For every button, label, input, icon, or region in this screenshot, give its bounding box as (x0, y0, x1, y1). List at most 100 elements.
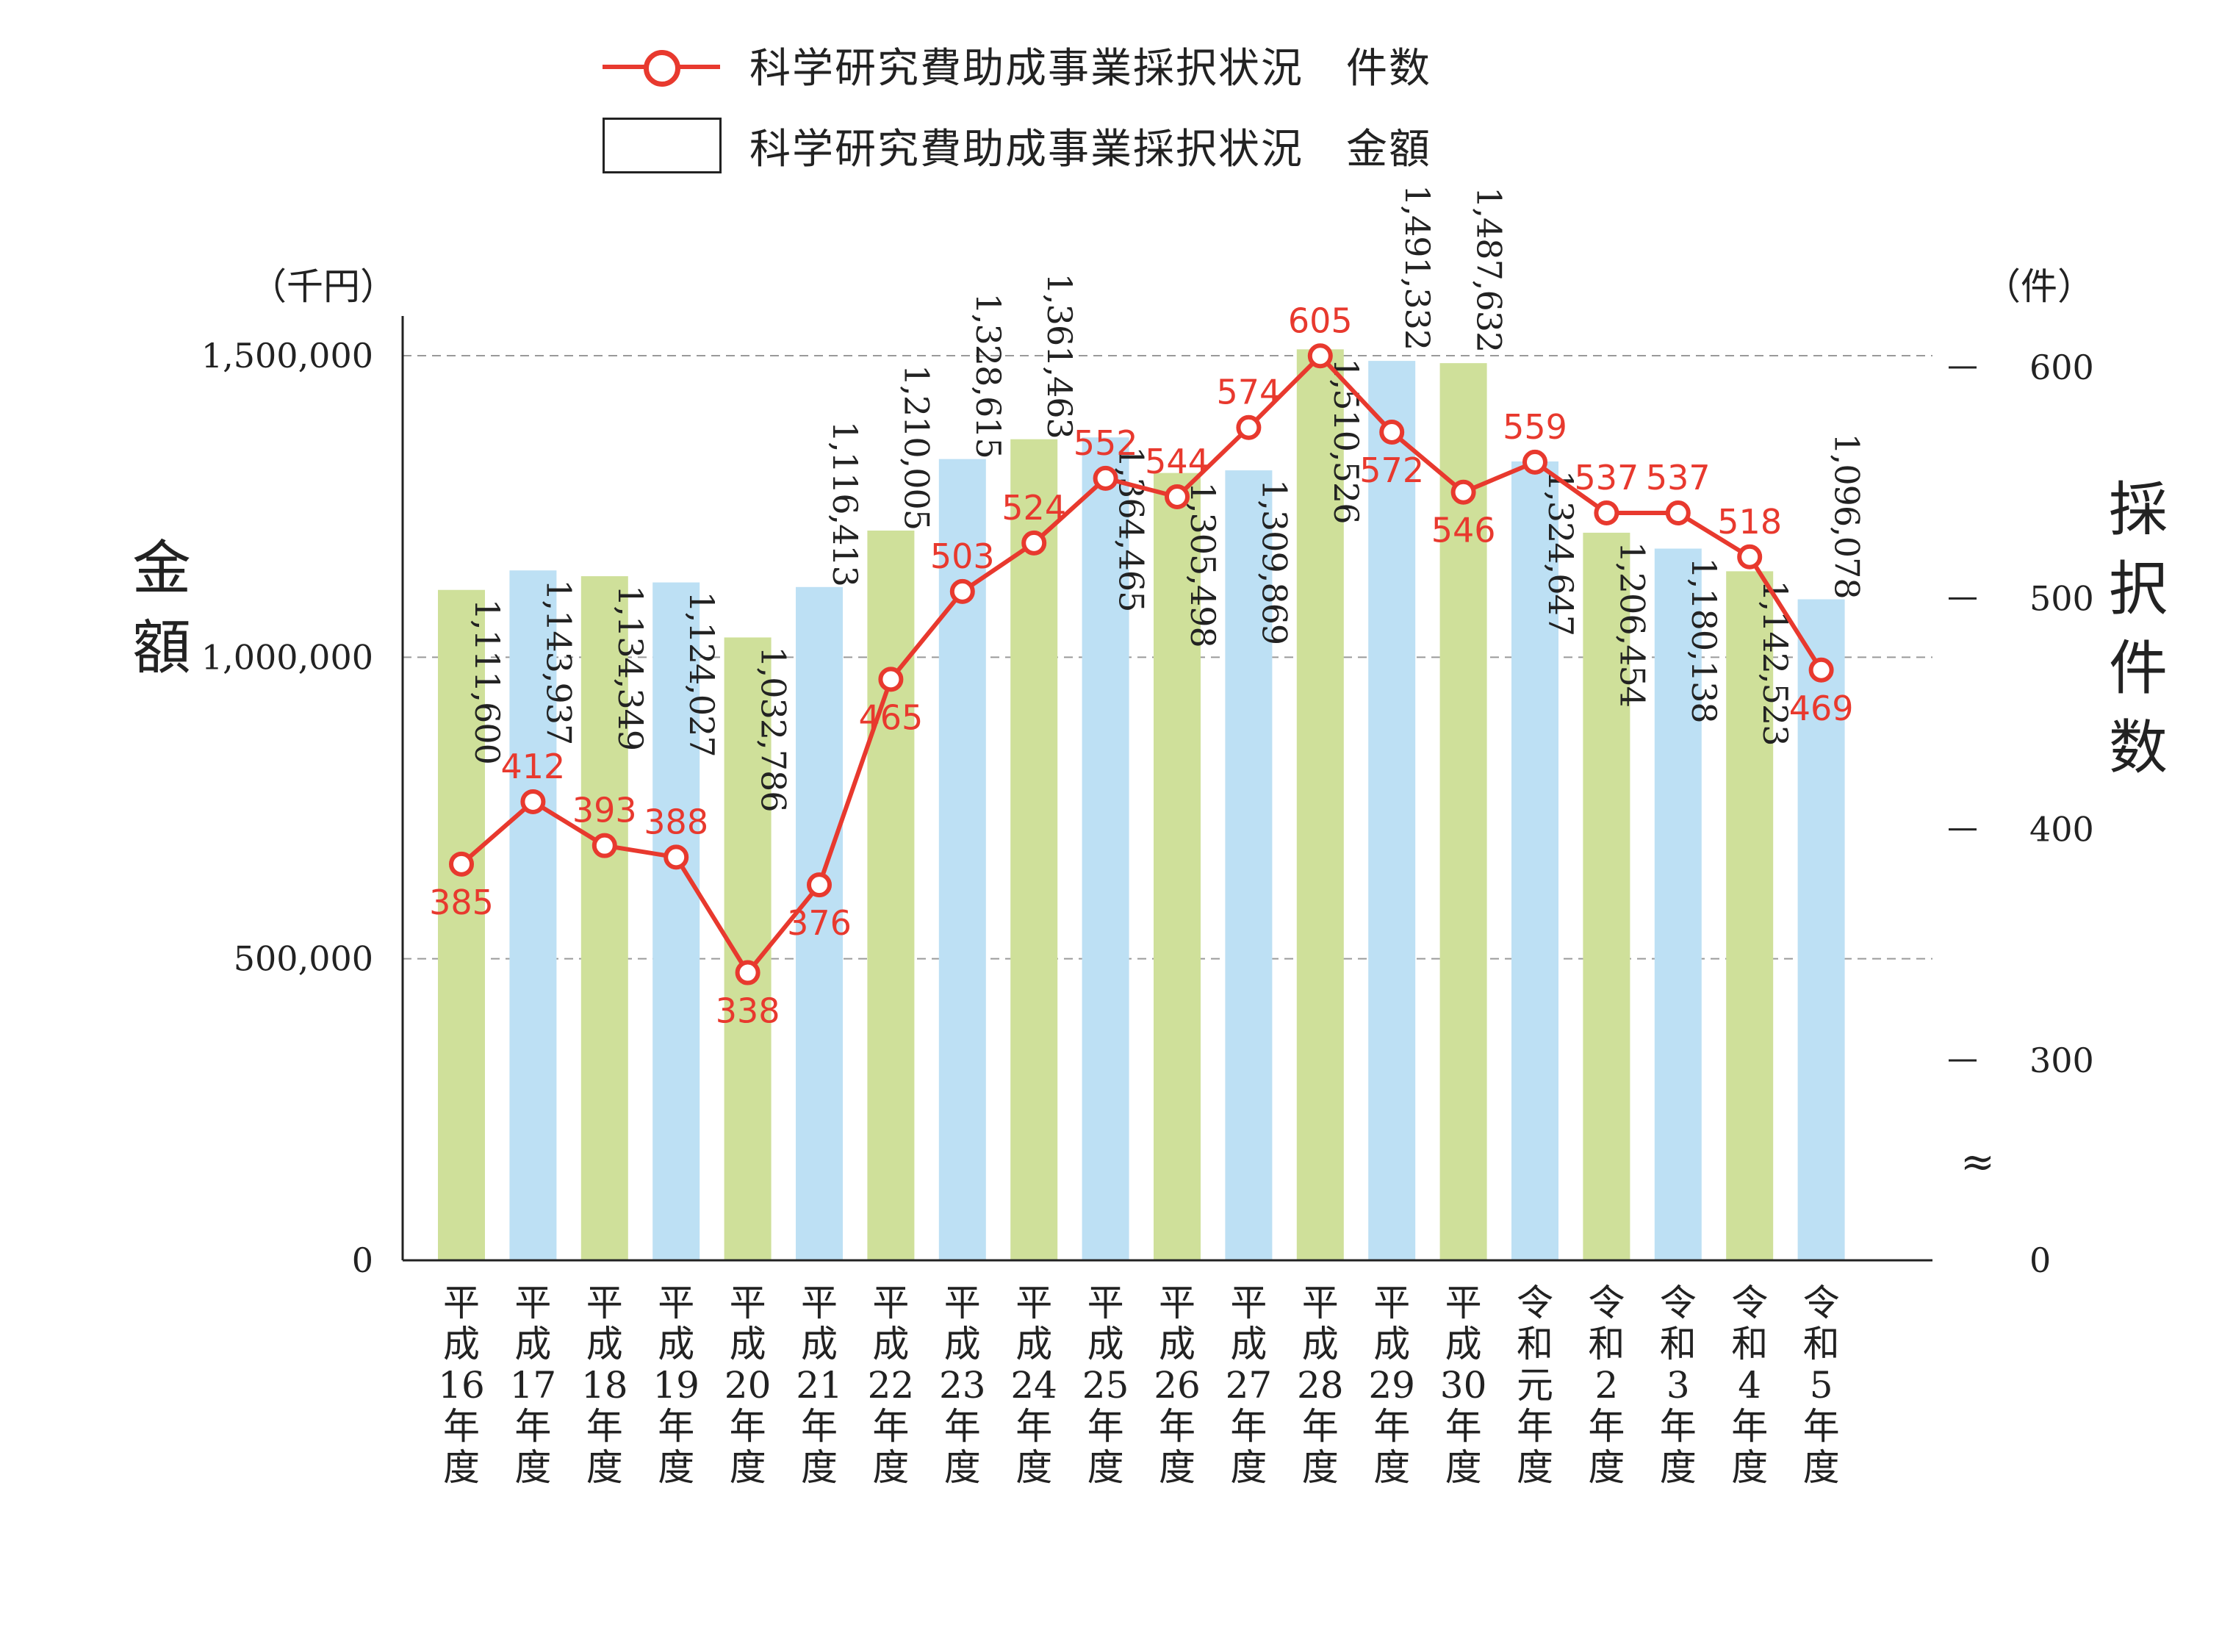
x-tick-label-part: 令 (1660, 1282, 1697, 1324)
count-marker (1450, 479, 1476, 505)
bar-value-label: 1,142,523 (1755, 580, 1795, 745)
x-tick-label-part: 年 (1731, 1405, 1768, 1448)
count-label: 559 (1503, 407, 1567, 447)
bar (1296, 349, 1344, 1260)
x-tick-label-part: 年 (730, 1405, 766, 1448)
bar-value-label: 1,305,498 (1183, 482, 1223, 647)
count-marker (1165, 484, 1190, 510)
x-tick-label-part: 年 (1302, 1405, 1339, 1448)
x-tick-label-part: 年 (1373, 1405, 1410, 1448)
right-axis-unit: （件） (1984, 265, 2094, 308)
x-tick-label-part: 年 (658, 1405, 694, 1448)
x-tick-label-part: 度 (730, 1446, 766, 1489)
x-tick-label-part: 度 (1588, 1446, 1625, 1489)
x-tick-label-part: 平 (1087, 1282, 1124, 1324)
x-tick-label-part: 成 (514, 1323, 551, 1365)
x-tick-label-part: 度 (658, 1446, 694, 1489)
count-label: 546 (1431, 511, 1496, 550)
x-tick-label-part: 平 (1015, 1282, 1052, 1324)
bar (1583, 532, 1630, 1260)
x-tick-label-part: 19 (652, 1364, 700, 1407)
bar-value-label: 1,491,332 (1398, 184, 1437, 350)
x-tick-label-part: 度 (1302, 1446, 1339, 1489)
x-tick-label-part: 25 (1082, 1364, 1129, 1407)
x-tick-label-part: 和 (1588, 1323, 1625, 1365)
x-tick-label-part: 年 (1015, 1405, 1052, 1448)
x-tick-label-part: 年 (944, 1405, 981, 1448)
x-tick-label-part: 成 (872, 1323, 909, 1365)
x-tick-label-part: 度 (872, 1446, 909, 1489)
x-tick-label-part: 平 (1445, 1282, 1482, 1324)
bar (652, 582, 700, 1260)
x-tick-label-part: 度 (514, 1446, 551, 1489)
x-tick-label-part: 平 (1159, 1282, 1195, 1324)
bar-value-label: 1,143,937 (539, 579, 578, 744)
bar-value-label: 1,324,647 (1541, 470, 1581, 636)
count-marker (735, 960, 760, 985)
x-tick-label-part: 度 (1159, 1446, 1195, 1489)
left-axis-unit: （千円） (250, 265, 397, 308)
right-axis-title: 採択件数 (2109, 475, 2168, 782)
x-tick-label-part: 和 (1660, 1323, 1697, 1365)
count-label: 574 (1216, 373, 1281, 412)
count-marker (1307, 343, 1333, 369)
x-tick-label-part: 度 (443, 1446, 480, 1489)
x-tick-label-part: 29 (1368, 1364, 1415, 1407)
count-label: 338 (716, 991, 780, 1031)
count-label: 537 (1574, 458, 1639, 498)
x-tick-label-part: 28 (1297, 1364, 1344, 1407)
x-tick-label-part: 成 (801, 1323, 838, 1365)
bar-value-label: 1,328,615 (968, 293, 1008, 459)
count-label: 537 (1646, 458, 1711, 498)
right-tick-label: 300 (2029, 1041, 2094, 1080)
count-marker (807, 872, 832, 898)
x-tick-label-part: 27 (1226, 1364, 1273, 1407)
x-tick-label-part: 平 (1230, 1282, 1267, 1324)
x-tick-label-part: 26 (1154, 1364, 1201, 1407)
x-tick-label-part: 度 (801, 1446, 838, 1489)
x-tick-label-part: 平 (801, 1282, 838, 1324)
bar (1797, 599, 1845, 1260)
bar-value-label: 1,096,078 (1827, 433, 1867, 598)
x-tick-label-part: 度 (1015, 1446, 1052, 1489)
right-tick-label: 400 (2029, 810, 2094, 850)
x-tick-label-part: 17 (510, 1364, 557, 1407)
count-label: 465 (858, 697, 923, 737)
count-marker (449, 851, 474, 877)
count-marker (1093, 465, 1118, 491)
x-tick-label-part: 年 (1803, 1405, 1840, 1448)
bar (867, 530, 915, 1260)
count-marker (1737, 544, 1763, 570)
count-marker (1021, 530, 1047, 556)
count-label: 605 (1288, 301, 1353, 340)
x-tick-label-part: 和 (1803, 1323, 1840, 1365)
left-axis-title: 金額 (132, 534, 191, 682)
bar (1439, 363, 1487, 1260)
axes: 0 500,000 1,000,000 1,500,000 0 300 400 500 600 ≈ (201, 316, 2094, 1280)
x-tick-label-part: 年 (443, 1405, 480, 1448)
right-tick-label: 600 (2029, 348, 2094, 387)
x-tick-label-part: 成 (944, 1323, 981, 1365)
left-tick-label: 1,000,000 (201, 637, 373, 677)
x-tick-label-part: 年 (1517, 1405, 1553, 1448)
x-tick-label-part: 度 (1803, 1446, 1840, 1489)
right-tick-label: 0 (2029, 1240, 2051, 1280)
count-marker (664, 844, 689, 870)
count-marker (1522, 449, 1547, 475)
x-tick-label-part: 平 (443, 1282, 480, 1324)
x-tick-label-part: 元 (1517, 1364, 1553, 1407)
bar (1726, 571, 1774, 1260)
x-tick-label-part: 平 (1302, 1282, 1339, 1324)
bar-value-label: 1,309,869 (1254, 479, 1294, 644)
x-tick-label-part: 16 (438, 1364, 485, 1407)
x-tick-label-part: 年 (514, 1405, 551, 1448)
bar-value-label: 1,124,027 (682, 592, 722, 757)
bar-value-label: 1,111,600 (467, 599, 507, 764)
x-tick-label-part: 和 (1731, 1323, 1768, 1365)
x-tick-label-part: 度 (944, 1446, 981, 1489)
bar (1154, 473, 1201, 1260)
x-tick-label-part: 成 (1230, 1323, 1267, 1365)
x-tick-label-part: 度 (1087, 1446, 1124, 1489)
x-tick-label-part: 令 (1588, 1282, 1625, 1324)
